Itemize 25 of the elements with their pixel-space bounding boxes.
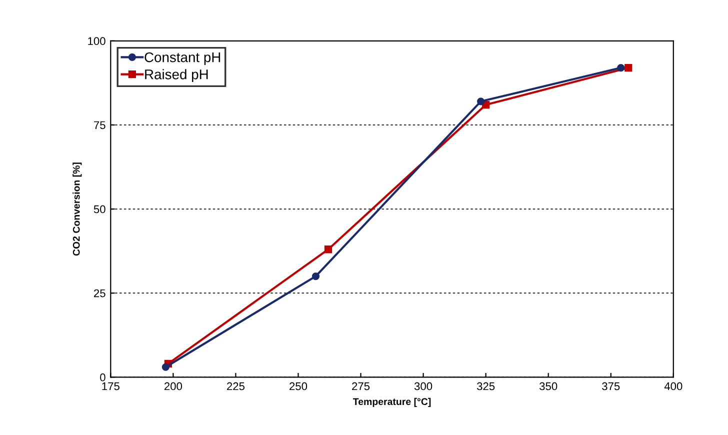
x-tick-label: 175 — [102, 382, 120, 390]
x-tick-label: 275 — [352, 382, 370, 390]
y-tick-label: 0 — [100, 373, 106, 382]
point — [476, 98, 485, 106]
y-tick-label: 100 — [88, 37, 106, 46]
point — [324, 246, 332, 254]
y-tick-label: 50 — [94, 205, 106, 214]
point — [312, 272, 320, 280]
x-tick-label: 400 — [664, 382, 682, 390]
x-tick-label: 350 — [540, 382, 558, 390]
y-axis-title: CO2 Conversion [%] — [72, 162, 82, 256]
x-tick-label: 325 — [476, 382, 495, 390]
y-tick-label: 25 — [94, 289, 106, 298]
x-tick-label: 200 — [164, 382, 182, 390]
x-axis-title: Temperature [°C] — [353, 398, 431, 407]
y-tick-label: 75 — [94, 121, 106, 130]
x-tick-label: 300 — [414, 382, 432, 390]
x-tick-label: 225 — [227, 382, 245, 390]
legend-label: Raised pH — [145, 69, 208, 82]
point — [624, 64, 632, 72]
point — [162, 363, 170, 371]
x-tick-label: 250 — [290, 382, 308, 390]
x-tick-label: 375 — [602, 382, 620, 390]
point — [617, 64, 625, 72]
legend-label: Constant pH — [144, 52, 220, 65]
